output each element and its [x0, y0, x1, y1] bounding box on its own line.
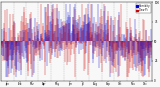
- Legend: Humidity, Dew Pt: Humidity, Dew Pt: [136, 3, 151, 13]
